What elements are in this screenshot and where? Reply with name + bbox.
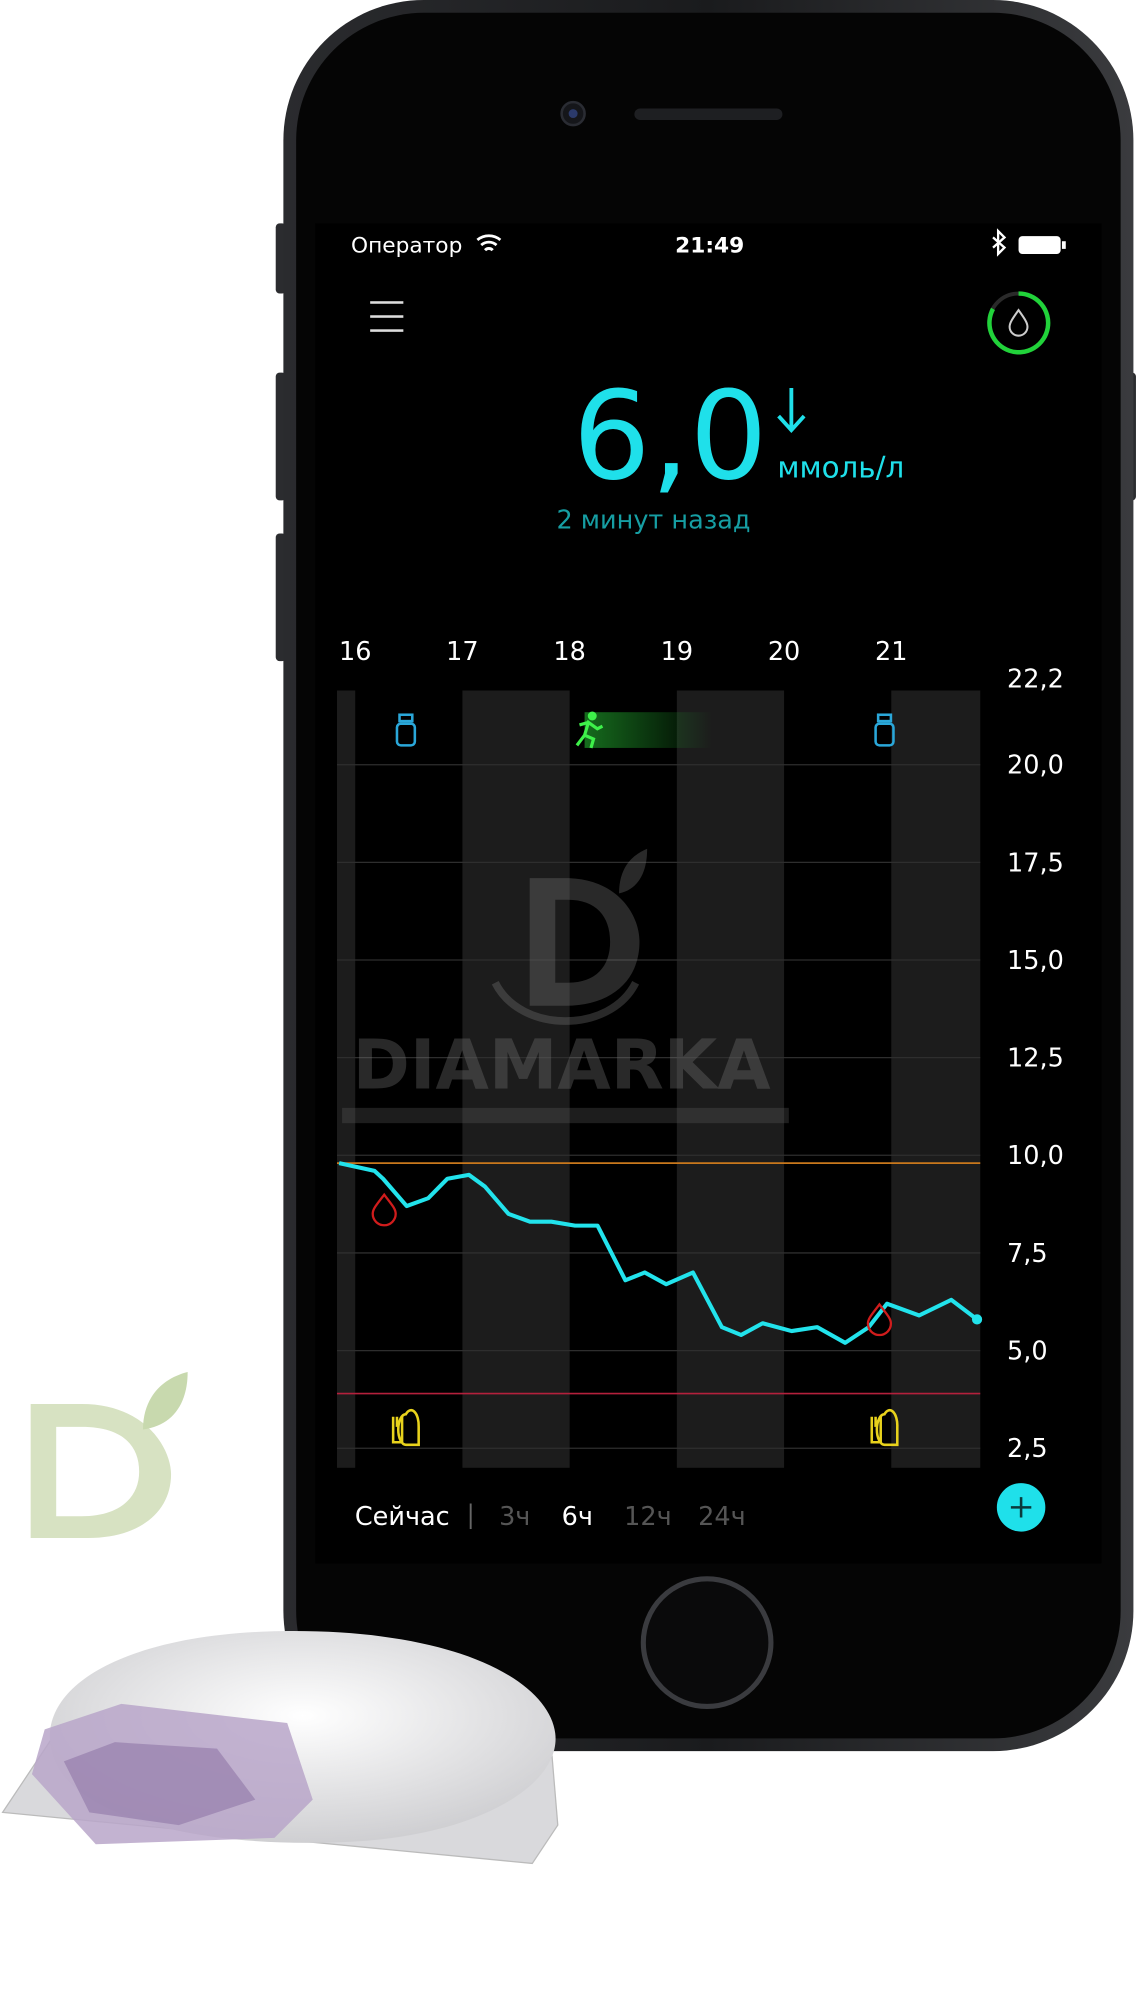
range-option[interactable]: 3ч bbox=[499, 1502, 530, 1532]
range-option[interactable]: 6ч bbox=[562, 1502, 593, 1532]
trend-arrow bbox=[777, 388, 806, 433]
latest-point bbox=[971, 1314, 983, 1325]
watermark: DIAMARKA bbox=[342, 848, 789, 1124]
y-tick-label: 20,0 bbox=[1007, 751, 1064, 781]
y-tick-label: 7,5 bbox=[1007, 1239, 1048, 1269]
x-tick-label: 21 bbox=[875, 637, 907, 667]
y-tick-label: 10,0 bbox=[1007, 1141, 1064, 1171]
sensor-status-button[interactable] bbox=[987, 291, 1051, 355]
sensor-device bbox=[1, 1631, 559, 1865]
battery-tip bbox=[1061, 241, 1066, 249]
y-tick-label: 2,5 bbox=[1007, 1434, 1048, 1464]
separator bbox=[469, 1503, 472, 1530]
battery-icon bbox=[1018, 236, 1061, 254]
time-band bbox=[891, 690, 981, 1468]
meal-event[interactable] bbox=[391, 1408, 899, 1447]
time-band bbox=[336, 690, 356, 1468]
range-option[interactable]: 24ч bbox=[698, 1502, 746, 1532]
activity-event[interactable] bbox=[575, 711, 713, 749]
insulin-event[interactable] bbox=[395, 713, 895, 747]
menu-button[interactable] bbox=[370, 301, 404, 332]
watermark-text: DIAMARKA bbox=[353, 1026, 771, 1106]
range-selector: Сейчас 3ч 6ч 12ч 24ч bbox=[355, 1502, 746, 1532]
x-tick-label: 16 bbox=[339, 637, 371, 667]
time-band bbox=[676, 690, 785, 1468]
y-tick-label: 5,0 bbox=[1007, 1337, 1048, 1367]
glucose-value: 6,0 bbox=[573, 365, 768, 508]
glucose-line bbox=[338, 1161, 979, 1345]
wifi-icon bbox=[476, 234, 502, 252]
x-tick-label: 19 bbox=[661, 637, 693, 667]
fingerstick-event[interactable] bbox=[371, 1192, 893, 1337]
carrier: Оператор bbox=[351, 234, 462, 259]
y-tick-label: 12,5 bbox=[1007, 1044, 1064, 1074]
x-tick-label: 18 bbox=[553, 637, 585, 667]
bluetooth-icon bbox=[992, 228, 1007, 257]
y-tick-label: 15,0 bbox=[1007, 946, 1064, 976]
glucose-chart: 16 17 18 19 20 21 22,2 20,0 17,5 15,0 12,5 10,0 7,5 5… bbox=[336, 637, 1064, 1468]
glucose-unit: ммоль/л bbox=[777, 450, 904, 484]
status-bar: Оператор 21:49 bbox=[351, 228, 1066, 259]
clock: 21:49 bbox=[675, 234, 744, 259]
time-band bbox=[462, 690, 570, 1468]
reading-age: 2 минут назад bbox=[556, 505, 750, 535]
range-option[interactable]: Сейчас bbox=[355, 1502, 450, 1532]
x-tick-label: 17 bbox=[446, 637, 478, 667]
add-button[interactable] bbox=[996, 1483, 1046, 1532]
y-tick-label: 22,2 bbox=[1007, 665, 1064, 695]
x-tick-label: 20 bbox=[768, 637, 800, 667]
y-tick-label: 17,5 bbox=[1007, 848, 1064, 878]
range-option[interactable]: 12ч bbox=[624, 1502, 672, 1532]
logo bbox=[30, 1372, 188, 1538]
